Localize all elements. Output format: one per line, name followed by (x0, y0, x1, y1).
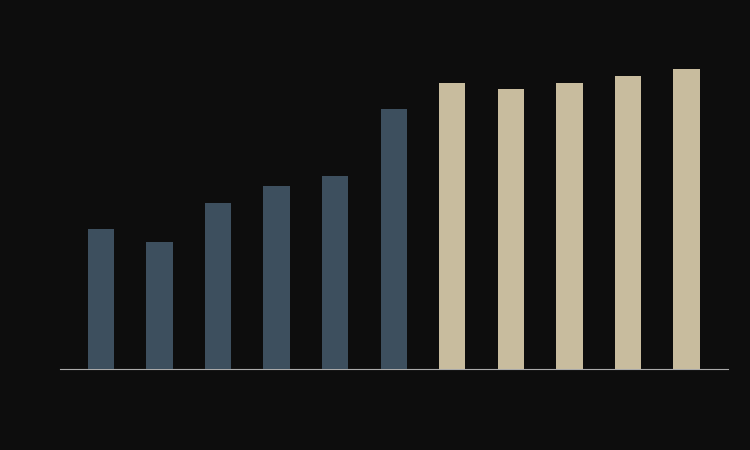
Bar (263, 186, 290, 369)
Bar (322, 176, 348, 369)
Bar (205, 202, 231, 369)
Bar (615, 76, 641, 369)
Bar (674, 69, 700, 369)
Bar (380, 109, 407, 369)
Bar (88, 229, 114, 369)
Bar (440, 83, 466, 369)
Bar (146, 243, 172, 369)
Bar (498, 89, 524, 369)
Bar (556, 83, 583, 369)
